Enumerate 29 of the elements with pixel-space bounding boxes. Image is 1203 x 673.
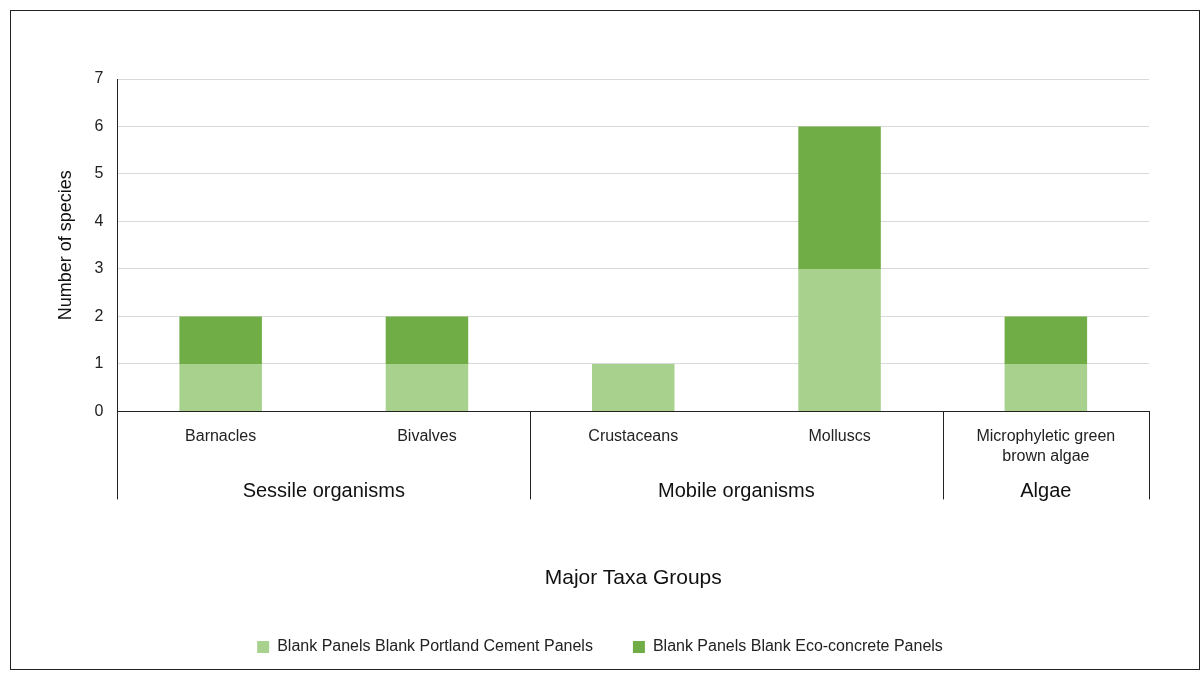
y-tick-label: 2 bbox=[94, 306, 104, 324]
x-tick-label: Crustaceans bbox=[588, 427, 679, 445]
x-tick-label: Bivalves bbox=[397, 427, 457, 445]
legend-label: Blank Panels Blank Eco-concrete Panels bbox=[652, 637, 943, 655]
x-tick-label: Molluscs bbox=[808, 427, 871, 445]
bar bbox=[591, 363, 675, 411]
bar bbox=[798, 268, 881, 411]
legend-label: Blank Panels Blank Portland Cement Panels bbox=[277, 637, 593, 655]
text: Sessile organisms bbox=[242, 478, 405, 501]
y-tick-label: 4 bbox=[94, 211, 104, 229]
bar bbox=[1004, 316, 1088, 364]
x-axis-title: Major Taxa Groups bbox=[544, 565, 722, 589]
y-tick-label: 5 bbox=[94, 164, 104, 182]
bar bbox=[798, 126, 881, 269]
bar bbox=[385, 316, 469, 364]
bar bbox=[179, 363, 262, 411]
bar bbox=[385, 363, 469, 411]
x-tick-label: Microphyletic green brown algae bbox=[976, 427, 1116, 464]
y-tick-label: 0 bbox=[94, 401, 104, 419]
y-axis-title: Number of species bbox=[54, 170, 75, 321]
y-tick-label: 7 bbox=[94, 69, 104, 87]
text: Mobile organisms bbox=[658, 478, 815, 501]
bar bbox=[179, 316, 262, 364]
y-tick-label: 6 bbox=[94, 116, 104, 134]
x-tick-label: Barnacles bbox=[185, 427, 257, 445]
bar bbox=[1004, 363, 1088, 411]
y-tick-label: 1 bbox=[94, 354, 104, 372]
text: Algae bbox=[1020, 478, 1072, 501]
y-tick-label: 3 bbox=[94, 259, 104, 277]
